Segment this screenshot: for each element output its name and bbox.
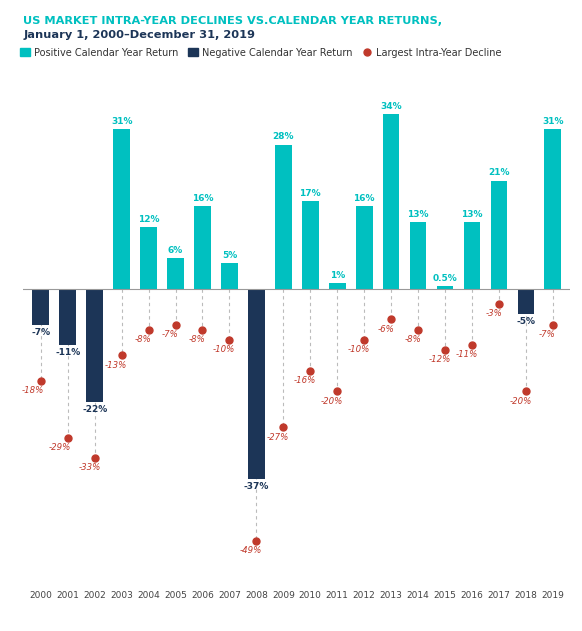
Bar [167, 257, 184, 288]
Text: January 1, 2000–December 31, 2019: January 1, 2000–December 31, 2019 [23, 30, 255, 40]
Bar [464, 221, 480, 288]
Text: -13%: -13% [105, 360, 127, 370]
Text: 13%: 13% [407, 209, 429, 218]
Bar [491, 180, 508, 288]
Text: -10%: -10% [347, 345, 370, 354]
Text: -18%: -18% [22, 386, 44, 395]
Text: 17%: 17% [300, 189, 321, 198]
Text: 13%: 13% [462, 209, 482, 218]
Text: -8%: -8% [189, 335, 205, 344]
Text: 31%: 31% [542, 117, 563, 126]
Text: -8%: -8% [135, 335, 152, 344]
Text: 16%: 16% [353, 194, 375, 203]
Text: -8%: -8% [404, 335, 421, 344]
Text: -6%: -6% [377, 324, 394, 334]
Text: 21%: 21% [488, 168, 510, 177]
Text: 5%: 5% [222, 251, 237, 260]
Text: -20%: -20% [509, 396, 532, 406]
Text: -10%: -10% [213, 345, 235, 354]
Bar [194, 206, 211, 288]
Text: -7%: -7% [539, 329, 556, 339]
Bar [248, 288, 265, 479]
Text: -11%: -11% [456, 350, 478, 359]
Text: -7%: -7% [31, 327, 51, 337]
Text: 0.5%: 0.5% [432, 274, 457, 283]
Text: -49%: -49% [240, 546, 262, 555]
Text: -5%: -5% [516, 317, 535, 326]
Text: -37%: -37% [244, 482, 269, 491]
Text: -20%: -20% [321, 396, 343, 406]
Text: 12%: 12% [138, 215, 159, 224]
Bar [356, 206, 372, 288]
Text: -33%: -33% [78, 463, 101, 473]
Text: -11%: -11% [55, 348, 80, 357]
Bar [383, 114, 399, 288]
Text: -29%: -29% [48, 443, 71, 452]
Bar [221, 263, 238, 288]
Bar [275, 144, 292, 288]
Bar [436, 286, 453, 288]
Bar [545, 129, 561, 288]
Text: -27%: -27% [267, 433, 289, 442]
Text: US MARKET INTRA-YEAR DECLINES VS.CALENDAR YEAR RETURNS,: US MARKET INTRA-YEAR DECLINES VS.CALENDA… [23, 16, 442, 26]
Bar [302, 201, 319, 288]
Text: -16%: -16% [294, 376, 316, 385]
Bar [113, 129, 130, 288]
Text: -12%: -12% [428, 355, 451, 365]
Bar [517, 288, 534, 314]
Bar [33, 288, 49, 324]
Text: -3%: -3% [485, 309, 502, 318]
Bar [329, 283, 346, 288]
Text: 28%: 28% [272, 133, 294, 141]
Text: -22%: -22% [82, 404, 107, 414]
Bar [410, 221, 427, 288]
Text: 34%: 34% [380, 102, 402, 110]
Text: 1%: 1% [329, 271, 345, 280]
Legend: Positive Calendar Year Return, Negative Calendar Year Return, Largest Intra-Year: Positive Calendar Year Return, Negative … [16, 44, 505, 61]
Bar [86, 288, 103, 402]
Text: 31%: 31% [111, 117, 132, 126]
Text: -7%: -7% [162, 329, 179, 339]
Text: 6%: 6% [168, 245, 183, 255]
Bar [140, 227, 157, 288]
Bar [59, 288, 76, 345]
Text: 16%: 16% [191, 194, 213, 203]
